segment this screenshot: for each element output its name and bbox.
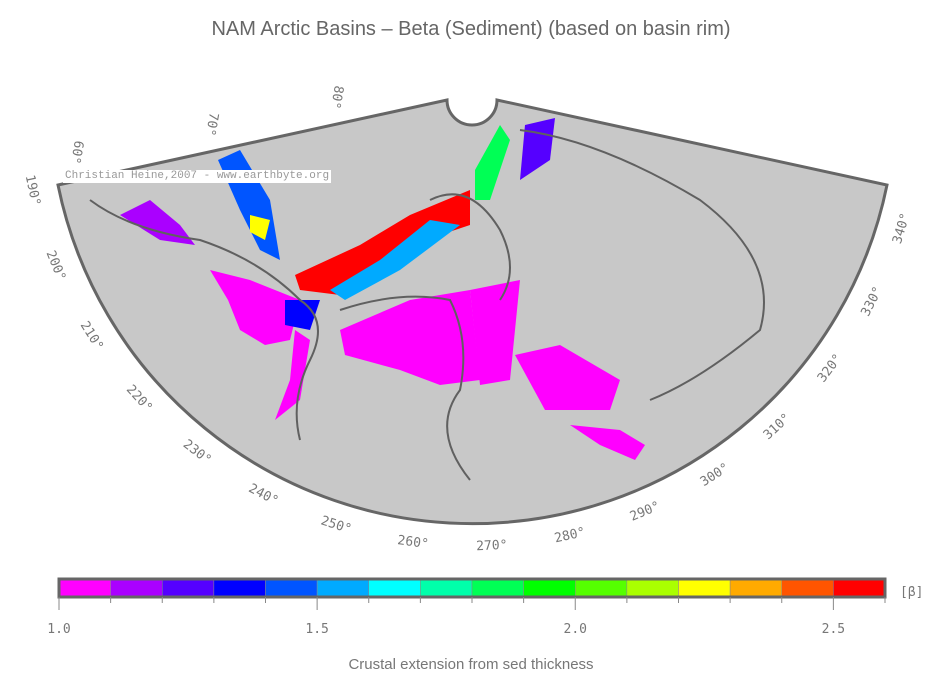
colorbar-swatch	[265, 579, 318, 597]
longitude-label: 340°	[890, 211, 914, 245]
basin-beta-11	[475, 125, 510, 200]
longitude-label: 190°	[22, 174, 43, 208]
longitude-label: 300°	[698, 460, 732, 490]
colorbar-swatch	[110, 579, 163, 597]
longitude-label: 260°	[397, 533, 430, 552]
colorbar-swatch	[575, 579, 628, 597]
longitude-labels: 190° 200° 210° 220° 230° 240° 250° 260° 270° 280°…	[22, 174, 914, 555]
colorbar-swatch	[368, 579, 421, 597]
colorbar-swatch	[58, 579, 111, 597]
basin-beta-10	[330, 220, 460, 300]
basin-beta-13	[285, 300, 320, 330]
colorbar-tick-label: 1.0	[47, 622, 70, 637]
colorbar-swatch	[162, 579, 215, 597]
longitude-label: 280°	[553, 525, 587, 546]
colorbar-tick-label: 2.5	[822, 622, 845, 637]
basin-beta-3	[470, 280, 520, 385]
colorbar-swatch	[626, 579, 679, 597]
colorbar-label: Crustal extension from sed thickness	[348, 656, 594, 673]
longitude-label: 250°	[319, 514, 353, 538]
colorbar: 1.0 1.5 2.0 2.5 [β]	[47, 577, 923, 637]
latitude-label: 80°	[327, 84, 346, 110]
latitude-label: 70°	[202, 111, 221, 137]
colorbar-swatch	[781, 579, 834, 597]
basin-beta-5	[570, 425, 645, 460]
longitude-label: 200°	[43, 249, 69, 284]
longitude-label: 270°	[476, 538, 508, 554]
longitude-label: 290°	[628, 499, 663, 525]
colorbar-tick-label: 1.5	[305, 622, 328, 637]
colorbar-swatch	[420, 579, 473, 597]
longitude-label: 240°	[246, 481, 281, 509]
colorbar-swatch	[213, 579, 266, 597]
basin-beta-4	[515, 345, 620, 410]
basin-beta-9	[295, 190, 470, 295]
basin-beta-6	[275, 330, 310, 420]
colorbar-unit: [β]	[900, 585, 923, 600]
basin-beta-1	[210, 270, 300, 345]
colorbar-swatch	[833, 579, 886, 597]
longitude-label: 310°	[761, 411, 794, 443]
colorbar-swatch	[523, 579, 576, 597]
map-title: NAM Arctic Basins – Beta (Sediment) (bas…	[211, 18, 731, 40]
latitude-labels: 60° 70° 80°	[67, 84, 346, 165]
longitude-label: 320°	[815, 351, 846, 385]
longitude-label: 220°	[123, 382, 155, 415]
longitude-label: 330°	[858, 284, 886, 319]
colorbar-tick-label: 2.0	[564, 622, 587, 637]
basin-beta-14	[250, 215, 270, 240]
basin-beta-7	[120, 200, 195, 245]
basin-beta-2	[340, 290, 480, 385]
colorbar-swatch	[316, 579, 369, 597]
latitude-label: 60°	[67, 139, 86, 165]
coastlines	[89, 129, 765, 481]
map: 190° 200° 210° 220° 230° 240° 250° 260° 270° 280°…	[22, 84, 914, 555]
longitude-label: 230°	[180, 437, 214, 468]
watermark: Christian Heine,2007 - www.earthbyte.org	[63, 170, 332, 183]
colorbar-swatch	[471, 579, 524, 597]
colorbar-swatch	[678, 579, 731, 597]
colorbar-swatch	[729, 579, 782, 597]
longitude-label: 210°	[77, 319, 106, 353]
